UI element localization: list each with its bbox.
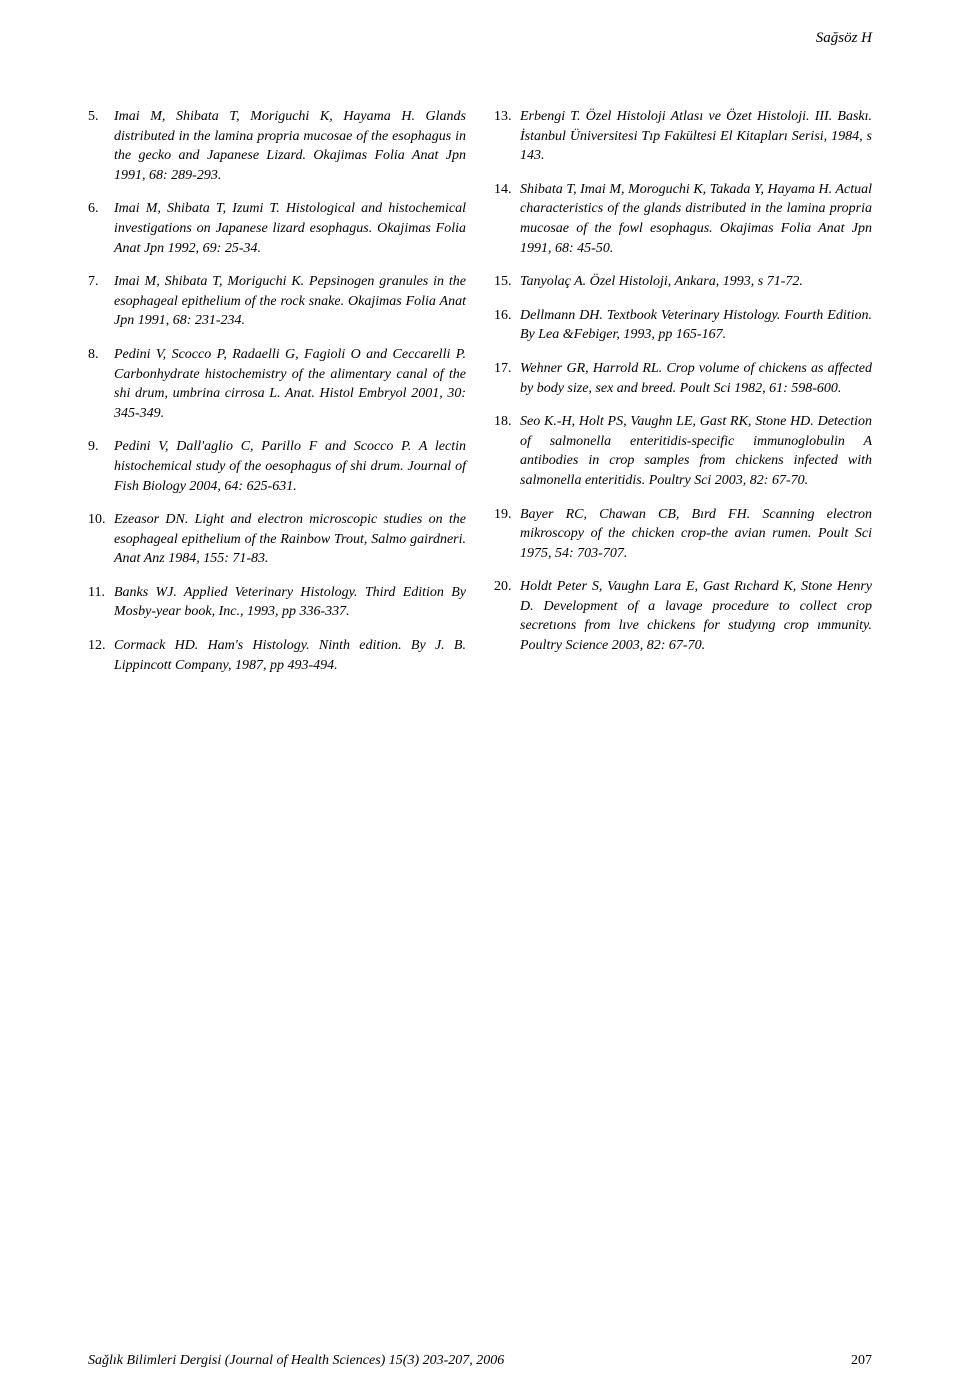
reference-text: Holdt Peter S, Vaughn Lara E, Gast Rıcha…: [520, 577, 872, 655]
reference-text: Cormack HD. Ham's Histology. Ninth editi…: [114, 636, 466, 675]
reference-item: 15. Tanyolaç A. Özel Histoloji, Ankara, …: [494, 272, 872, 292]
reference-text: Pedini V, Dall'aglio C, Parillo F and Sc…: [114, 437, 466, 496]
reference-item: 9. Pedini V, Dall'aglio C, Parillo F and…: [88, 437, 466, 496]
reference-number: 18.: [494, 412, 520, 490]
reference-text: Wehner GR, Harrold RL. Crop volume of ch…: [520, 359, 872, 398]
reference-item: 17. Wehner GR, Harrold RL. Crop volume o…: [494, 359, 872, 398]
reference-number: 19.: [494, 505, 520, 564]
reference-number: 15.: [494, 272, 520, 292]
reference-number: 17.: [494, 359, 520, 398]
reference-item: 6. Imai M, Shibata T, Izumi T. Histologi…: [88, 199, 466, 258]
reference-text: Pedini V, Scocco P, Radaelli G, Fagioli …: [114, 345, 466, 423]
reference-item: 13. Erbengi T. Özel Histoloji Atlası ve …: [494, 107, 872, 166]
reference-text: Dellmann DH. Textbook Veterinary Histolo…: [520, 306, 872, 345]
reference-number: 14.: [494, 180, 520, 258]
reference-number: 8.: [88, 345, 114, 423]
reference-item: 19. Bayer RC, Chawan CB, Bırd FH. Scanni…: [494, 505, 872, 564]
reference-text: Imai M, Shibata T, Moriguchi K. Pepsinog…: [114, 272, 466, 331]
reference-text: Tanyolaç A. Özel Histoloji, Ankara, 1993…: [520, 272, 872, 292]
reference-number: 6.: [88, 199, 114, 258]
reference-number: 20.: [494, 577, 520, 655]
right-column: 13. Erbengi T. Özel Histoloji Atlası ve …: [494, 107, 872, 689]
left-column: 5. Imai M, Shibata T, Moriguchi K, Hayam…: [88, 107, 466, 689]
header-author: Sağsöz H: [88, 30, 872, 47]
reference-number: 10.: [88, 510, 114, 569]
reference-text: Ezeasor DN. Light and electron microscop…: [114, 510, 466, 569]
references-columns: 5. Imai M, Shibata T, Moriguchi K, Hayam…: [88, 107, 872, 689]
reference-number: 5.: [88, 107, 114, 185]
reference-number: 11.: [88, 583, 114, 622]
reference-number: 9.: [88, 437, 114, 496]
reference-text: Imai M, Shibata T, Izumi T. Histological…: [114, 199, 466, 258]
reference-item: 11. Banks WJ. Applied Veterinary Histolo…: [88, 583, 466, 622]
reference-item: 8. Pedini V, Scocco P, Radaelli G, Fagio…: [88, 345, 466, 423]
reference-item: 5. Imai M, Shibata T, Moriguchi K, Hayam…: [88, 107, 466, 185]
reference-item: 12. Cormack HD. Ham's Histology. Ninth e…: [88, 636, 466, 675]
reference-text: Shibata T, Imai M, Moroguchi K, Takada Y…: [520, 180, 872, 258]
reference-item: 18. Seo K.-H, Holt PS, Vaughn LE, Gast R…: [494, 412, 872, 490]
reference-item: 16. Dellmann DH. Textbook Veterinary His…: [494, 306, 872, 345]
reference-item: 7. Imai M, Shibata T, Moriguchi K. Pepsi…: [88, 272, 466, 331]
reference-number: 7.: [88, 272, 114, 331]
reference-item: 14. Shibata T, Imai M, Moroguchi K, Taka…: [494, 180, 872, 258]
reference-text: Banks WJ. Applied Veterinary Histology. …: [114, 583, 466, 622]
reference-text: Seo K.-H, Holt PS, Vaughn LE, Gast RK, S…: [520, 412, 872, 490]
page-footer: Sağlık Bilimleri Dergisi (Journal of Hea…: [88, 1353, 872, 1369]
footer-journal: Sağlık Bilimleri Dergisi (Journal of Hea…: [88, 1353, 504, 1369]
footer-page-number: 207: [851, 1353, 872, 1369]
reference-number: 12.: [88, 636, 114, 675]
reference-item: 10. Ezeasor DN. Light and electron micro…: [88, 510, 466, 569]
reference-item: 20. Holdt Peter S, Vaughn Lara E, Gast R…: [494, 577, 872, 655]
reference-number: 13.: [494, 107, 520, 166]
reference-number: 16.: [494, 306, 520, 345]
reference-text: Imai M, Shibata T, Moriguchi K, Hayama H…: [114, 107, 466, 185]
reference-text: Erbengi T. Özel Histoloji Atlası ve Özet…: [520, 107, 872, 166]
reference-text: Bayer RC, Chawan CB, Bırd FH. Scanning e…: [520, 505, 872, 564]
